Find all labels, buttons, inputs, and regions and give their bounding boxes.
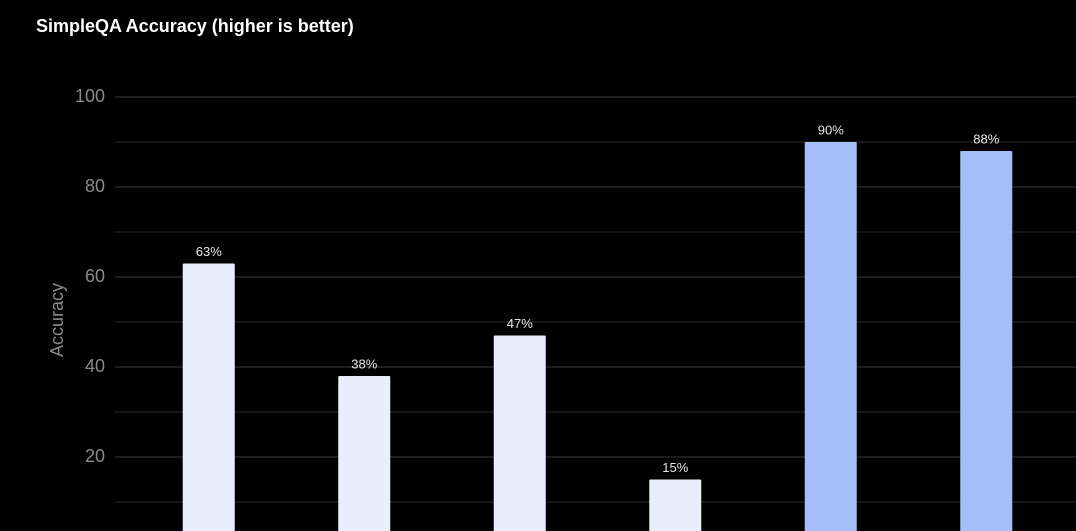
y-tick-label: 60 — [85, 266, 105, 286]
y-axis-label: Accuracy — [47, 283, 67, 357]
bar — [493, 335, 546, 531]
y-tick-label: 40 — [85, 356, 105, 376]
y-tick-label: 80 — [85, 176, 105, 196]
y-tick-label: 20 — [85, 446, 105, 466]
value-label: 90% — [818, 122, 844, 137]
value-label: 88% — [973, 131, 999, 146]
y-tick-label: 100 — [75, 86, 105, 106]
value-label: 15% — [662, 460, 688, 475]
value-label: 38% — [351, 356, 377, 371]
bar — [960, 151, 1013, 531]
chart-title: SimpleQA Accuracy (higher is better) — [36, 16, 354, 36]
value-label: 63% — [196, 244, 222, 259]
bar — [649, 479, 702, 531]
bar — [182, 263, 235, 531]
bar — [804, 142, 857, 531]
value-label: 47% — [507, 316, 533, 331]
bar — [338, 376, 391, 531]
